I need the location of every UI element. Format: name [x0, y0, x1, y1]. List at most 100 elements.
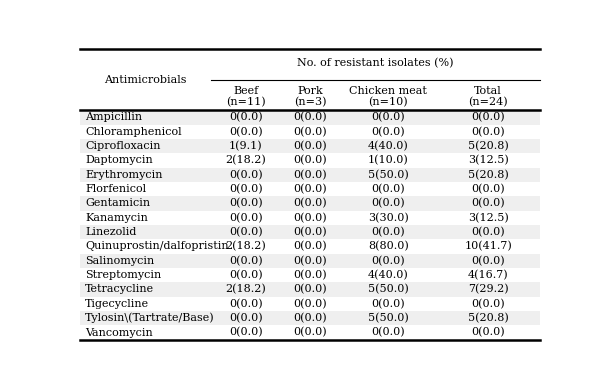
Text: 3(30.0): 3(30.0): [368, 213, 408, 223]
Text: 2(18.2): 2(18.2): [225, 285, 266, 295]
Text: 0(0.0): 0(0.0): [293, 241, 327, 252]
Text: 0(0.0): 0(0.0): [293, 184, 327, 194]
Text: 1(10.0): 1(10.0): [368, 155, 408, 166]
Text: Tigecycline: Tigecycline: [85, 299, 149, 309]
Text: 5(20.8): 5(20.8): [468, 313, 508, 323]
Text: 0(0.0): 0(0.0): [471, 184, 505, 194]
Text: 5(50.0): 5(50.0): [368, 285, 408, 295]
Text: 0(0.0): 0(0.0): [293, 327, 327, 338]
Text: 7(29.2): 7(29.2): [468, 285, 508, 295]
Text: 0(0.0): 0(0.0): [371, 112, 405, 122]
Bar: [80, 268, 540, 282]
Text: 0(0.0): 0(0.0): [229, 184, 263, 194]
Bar: [80, 196, 540, 211]
Text: 8(80.0): 8(80.0): [368, 241, 408, 252]
Text: 0(0.0): 0(0.0): [229, 256, 263, 266]
Text: 0(0.0): 0(0.0): [371, 256, 405, 266]
Text: Daptomycin: Daptomycin: [85, 156, 152, 166]
Text: 0(0.0): 0(0.0): [293, 256, 327, 266]
Text: 2(18.2): 2(18.2): [225, 241, 266, 252]
Text: 0(0.0): 0(0.0): [293, 198, 327, 209]
Text: Erythromycin: Erythromycin: [85, 170, 162, 180]
Text: Beef
(n=11): Beef (n=11): [226, 86, 266, 108]
Text: Linezolid: Linezolid: [85, 227, 136, 237]
Text: Gentamicin: Gentamicin: [85, 198, 150, 208]
Text: Chicken meat
(n=10): Chicken meat (n=10): [349, 86, 427, 108]
Text: Florfenicol: Florfenicol: [85, 184, 146, 194]
Text: Kanamycin: Kanamycin: [85, 213, 148, 223]
Text: Vancomycin: Vancomycin: [85, 328, 152, 338]
Bar: [80, 49, 540, 110]
Text: 0(0.0): 0(0.0): [471, 127, 505, 137]
Text: 0(0.0): 0(0.0): [293, 127, 327, 137]
Text: 0(0.0): 0(0.0): [229, 299, 263, 309]
Text: 0(0.0): 0(0.0): [293, 112, 327, 122]
Bar: [80, 239, 540, 254]
Text: 4(40.0): 4(40.0): [368, 270, 408, 280]
Text: Streptomycin: Streptomycin: [85, 270, 161, 280]
Text: 0(0.0): 0(0.0): [371, 299, 405, 309]
Bar: [80, 325, 540, 340]
Text: No. of resistant isolates (%): No. of resistant isolates (%): [297, 58, 454, 69]
Text: 0(0.0): 0(0.0): [293, 155, 327, 166]
Text: 0(0.0): 0(0.0): [293, 169, 327, 180]
Text: 0(0.0): 0(0.0): [229, 112, 263, 122]
Bar: [80, 225, 540, 239]
Bar: [80, 153, 540, 167]
Bar: [80, 124, 540, 139]
Text: 0(0.0): 0(0.0): [229, 127, 263, 137]
Text: 0(0.0): 0(0.0): [471, 112, 505, 122]
Text: Chloramphenicol: Chloramphenicol: [85, 127, 182, 137]
Text: Pork
(n=3): Pork (n=3): [294, 86, 326, 108]
Bar: [80, 311, 540, 325]
Text: 0(0.0): 0(0.0): [293, 213, 327, 223]
Text: 4(40.0): 4(40.0): [368, 141, 408, 151]
Text: 0(0.0): 0(0.0): [293, 285, 327, 295]
Text: 4(16.7): 4(16.7): [468, 270, 508, 280]
Text: 2(18.2): 2(18.2): [225, 155, 266, 166]
Bar: [80, 254, 540, 268]
Bar: [80, 211, 540, 225]
Text: Tetracycline: Tetracycline: [85, 285, 154, 295]
Text: Antimicrobials: Antimicrobials: [105, 75, 187, 85]
Bar: [80, 297, 540, 311]
Text: Salinomycin: Salinomycin: [85, 256, 154, 266]
Text: 0(0.0): 0(0.0): [229, 227, 263, 237]
Text: 5(50.0): 5(50.0): [368, 313, 408, 323]
Bar: [80, 182, 540, 196]
Text: 0(0.0): 0(0.0): [293, 299, 327, 309]
Text: 0(0.0): 0(0.0): [471, 299, 505, 309]
Text: 0(0.0): 0(0.0): [371, 127, 405, 137]
Text: 5(20.8): 5(20.8): [468, 141, 508, 151]
Text: 0(0.0): 0(0.0): [229, 270, 263, 280]
Text: Tylosin\(Tartrate/Base): Tylosin\(Tartrate/Base): [85, 313, 215, 323]
Text: 5(50.0): 5(50.0): [368, 169, 408, 180]
Text: 0(0.0): 0(0.0): [471, 327, 505, 338]
Text: Ciprofloxacin: Ciprofloxacin: [85, 141, 160, 151]
Text: 3(12.5): 3(12.5): [468, 213, 508, 223]
Text: 0(0.0): 0(0.0): [471, 198, 505, 209]
Text: 10(41.7): 10(41.7): [464, 241, 512, 252]
Text: 0(0.0): 0(0.0): [371, 184, 405, 194]
Text: 0(0.0): 0(0.0): [293, 227, 327, 237]
Text: 3(12.5): 3(12.5): [468, 155, 508, 166]
Bar: [80, 110, 540, 124]
Text: 0(0.0): 0(0.0): [229, 327, 263, 338]
Text: 0(0.0): 0(0.0): [229, 169, 263, 180]
Text: 0(0.0): 0(0.0): [471, 256, 505, 266]
Text: 0(0.0): 0(0.0): [293, 141, 327, 151]
Text: 5(20.8): 5(20.8): [468, 169, 508, 180]
Text: 0(0.0): 0(0.0): [293, 313, 327, 323]
Text: 0(0.0): 0(0.0): [229, 313, 263, 323]
Text: 0(0.0): 0(0.0): [371, 227, 405, 237]
Bar: [80, 167, 540, 182]
Text: 0(0.0): 0(0.0): [229, 213, 263, 223]
Text: Quinuprostin/dalfopristin: Quinuprostin/dalfopristin: [85, 241, 229, 251]
Text: 0(0.0): 0(0.0): [471, 227, 505, 237]
Text: 0(0.0): 0(0.0): [293, 270, 327, 280]
Text: 0(0.0): 0(0.0): [371, 327, 405, 338]
Bar: [80, 282, 540, 297]
Text: 0(0.0): 0(0.0): [229, 198, 263, 209]
Text: 0(0.0): 0(0.0): [371, 198, 405, 209]
Text: Ampicillin: Ampicillin: [85, 112, 142, 122]
